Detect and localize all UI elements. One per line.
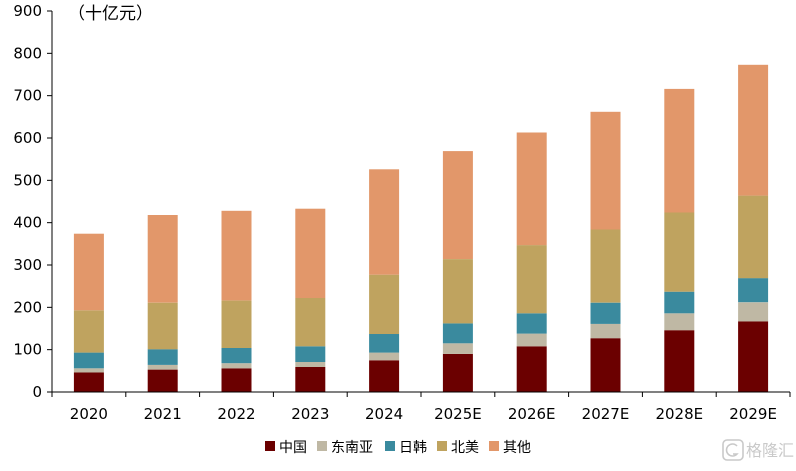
bar-segment-1-4 (369, 352, 400, 361)
bar-segment-2-3 (295, 346, 326, 362)
bar-segment-2-2 (221, 348, 252, 364)
x-tick-label-9: 2029E (729, 405, 777, 423)
bar-segment-3-7 (590, 229, 621, 303)
bar-segment-1-6 (516, 333, 547, 347)
legend-swatch-3 (437, 441, 447, 451)
legend-label-1: 东南亚 (331, 440, 373, 456)
unit-label: （十亿元） (68, 4, 153, 24)
y-tick-label-9: 900 (13, 2, 42, 20)
bar-segment-3-4 (369, 274, 400, 334)
bar-segment-1-9 (738, 302, 769, 322)
legend-swatch-1 (317, 441, 327, 451)
legend-swatch-2 (385, 441, 395, 451)
watermark-text: 格隆汇 (746, 441, 794, 460)
watermark: 格隆汇 (722, 439, 794, 461)
bar-segment-4-0 (73, 233, 104, 311)
bar-segment-3-5 (442, 259, 473, 324)
x-tick-label-8: 2028E (655, 405, 703, 423)
bar-segment-2-8 (664, 291, 695, 314)
bar-segment-0-7 (590, 338, 621, 392)
bar-segment-1-5 (442, 343, 473, 354)
bar-segment-2-9 (738, 278, 769, 303)
y-tick-label-6: 600 (13, 129, 42, 147)
bar-segment-4-9 (738, 64, 769, 196)
bar-segment-4-6 (516, 132, 547, 246)
y-tick-label-8: 800 (13, 44, 42, 62)
y-tick-label-3: 300 (13, 256, 42, 274)
legend: 中国 东南亚 日韩 北美 其他 (265, 440, 531, 456)
axes-layer: 0 100 200 300 400 500 600 700 800 900 2020 2021 2022… (13, 2, 791, 423)
bar-segment-0-3 (295, 367, 326, 392)
watermark-logo-icon (722, 439, 744, 461)
y-tick-label-0: 0 (32, 383, 42, 401)
bar-segment-4-5 (442, 151, 473, 259)
bar-segment-4-7 (590, 111, 621, 230)
bar-segment-0-2 (221, 368, 252, 392)
bar-segment-0-9 (738, 321, 769, 392)
legend-label-2: 日韩 (399, 440, 427, 456)
legend-label-0: 中国 (279, 440, 307, 456)
bar-segment-0-4 (369, 360, 400, 393)
bar-segment-1-0 (73, 368, 104, 373)
bar-segment-0-5 (442, 353, 473, 392)
bar-segment-1-3 (295, 361, 326, 367)
y-tick-label-5: 500 (13, 171, 42, 189)
bar-segment-0-1 (147, 369, 178, 392)
y-tick-label-4: 400 (13, 214, 42, 232)
x-tick-label-1: 2021 (144, 405, 182, 423)
bar-segment-2-7 (590, 302, 621, 324)
bar-segment-1-2 (221, 363, 252, 369)
bar-segment-3-2 (221, 300, 252, 348)
bar-segment-4-8 (664, 88, 695, 213)
bar-segment-0-8 (664, 330, 695, 392)
legend-swatch-0 (265, 441, 275, 451)
x-tick-label-3: 2023 (291, 405, 329, 423)
bars-layer (73, 64, 769, 393)
bar-segment-3-1 (147, 302, 178, 350)
y-tick-label-7: 700 (13, 87, 42, 105)
x-tick-label-0: 2020 (70, 405, 108, 423)
y-tick-label-1: 100 (13, 341, 42, 359)
x-tick-label-4: 2024 (365, 405, 403, 423)
bar-segment-4-1 (147, 215, 178, 303)
bar-segment-3-6 (516, 245, 547, 314)
bar-segment-4-3 (295, 208, 326, 298)
bar-segment-1-1 (147, 364, 178, 370)
y-tick-label-2: 200 (13, 298, 42, 316)
x-tick-label-2: 2022 (217, 405, 255, 423)
bar-segment-3-9 (738, 195, 769, 279)
bar-segment-2-4 (369, 334, 400, 353)
bar-segment-1-7 (590, 323, 621, 339)
bar-segment-1-8 (664, 313, 695, 331)
legend-swatch-4 (489, 441, 499, 451)
bar-segment-0-6 (516, 346, 547, 392)
bar-segment-4-2 (221, 210, 252, 301)
bar-segment-2-5 (442, 323, 473, 344)
x-tick-label-6: 2026E (508, 405, 556, 423)
bar-segment-3-8 (664, 212, 695, 292)
legend-label-3: 北美 (451, 440, 479, 456)
bar-segment-2-6 (516, 313, 547, 334)
bar-segment-0-0 (73, 372, 104, 392)
x-tick-label-5: 2025E (434, 405, 482, 423)
x-tick-label-7: 2027E (582, 405, 630, 423)
bar-segment-4-4 (369, 169, 400, 275)
bar-segment-2-1 (147, 349, 178, 365)
legend-label-4: 其他 (503, 440, 531, 456)
bar-segment-3-3 (295, 298, 326, 347)
bar-segment-2-0 (73, 352, 104, 369)
bar-segment-3-0 (73, 310, 104, 353)
